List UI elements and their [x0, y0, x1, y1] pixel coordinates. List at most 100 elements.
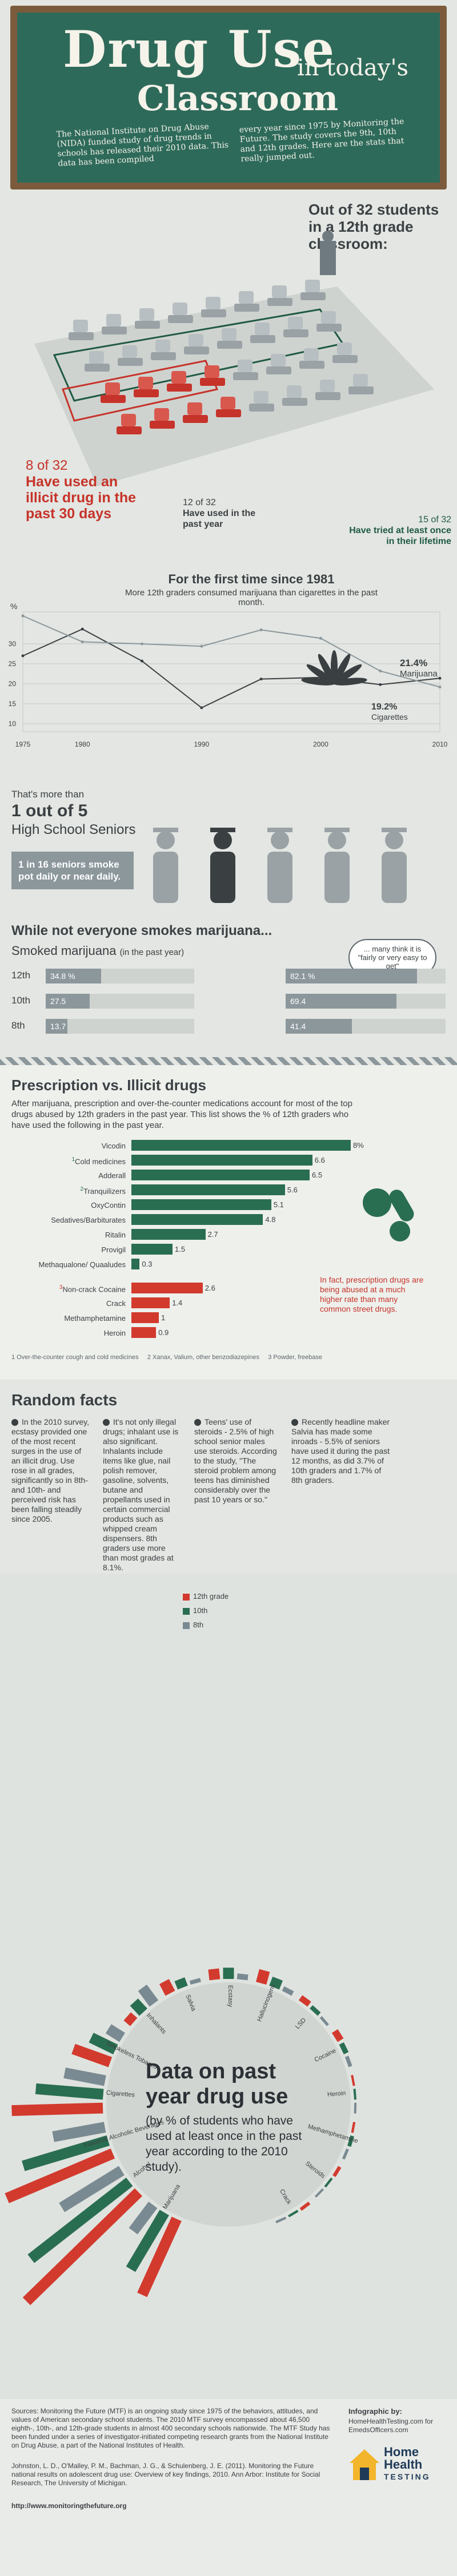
cigarettes-value: 19.2% — [371, 702, 398, 712]
x-tick-label: 1990 — [194, 740, 210, 748]
marijuana-line — [22, 628, 440, 709]
radial-category-label: Heroin — [327, 2090, 346, 2098]
chair — [89, 351, 104, 364]
drug-name: Vicodin — [101, 1142, 126, 1150]
title-line3: Classroom — [137, 79, 339, 119]
desk — [249, 404, 274, 412]
drug-name: Methamphetamine — [64, 1314, 126, 1323]
smoked-subheading-note: (in the past year) — [119, 948, 185, 957]
cigarettes-point — [81, 640, 84, 643]
radial-bar — [319, 2016, 329, 2026]
radial-bar — [351, 2075, 355, 2086]
radial-bar — [331, 2029, 344, 2042]
desk — [101, 395, 126, 403]
fact-salvia-text: Recently headline maker Salvia has made … — [291, 1417, 390, 1485]
footnote2: 2 Xanax, Valium, other benzodiazepines — [147, 1354, 259, 1361]
trend-section: For the first time since 1981 More 12th … — [0, 572, 457, 766]
drug-label: Methaqualone/ Quaaludes — [0, 1260, 126, 1269]
brand-line2: Health — [384, 2457, 423, 2472]
graduation-cap-icon — [324, 828, 350, 832]
stat3: 15 of 32 Have tried at least once in the… — [348, 515, 451, 547]
cigarettes-point — [141, 642, 144, 646]
cigarettes-point — [319, 636, 322, 640]
radial-bar — [339, 2042, 349, 2055]
chair — [106, 314, 121, 326]
chair — [205, 365, 219, 378]
marijuana-value: 21.4% — [400, 658, 428, 668]
radial-bar — [130, 1998, 147, 2016]
desk — [282, 398, 307, 406]
radial-bar — [351, 2122, 356, 2133]
graduation-cap-icon — [153, 828, 178, 832]
marijuana-point — [438, 676, 442, 680]
cigarettes-point — [21, 614, 25, 618]
desk — [168, 315, 193, 323]
drug-name: Crack — [106, 1299, 126, 1308]
footnote1: 1 Over-the-counter cough and cold medici… — [11, 1354, 139, 1361]
footer-citation: Johnston, L. D., O'Malley, P. M., Bachma… — [11, 2462, 320, 2487]
legend-label-8th: 8th — [193, 1620, 204, 1629]
desk — [316, 324, 342, 332]
y-tick-label: 25 — [9, 660, 17, 668]
marijuana-point — [259, 678, 263, 681]
cigarettes-point — [259, 628, 263, 631]
trend-title: For the first time since 1981 — [168, 572, 335, 586]
prescription-note: In fact, prescription drugs are being ab… — [320, 1275, 424, 1313]
drug-bar — [131, 1312, 159, 1323]
drug-value: 2.6 — [205, 1284, 215, 1292]
drug-value: 1.5 — [175, 1245, 186, 1253]
drug-value: 8% — [353, 1141, 364, 1150]
drug-value: 0.9 — [158, 1328, 169, 1337]
footer-url[interactable]: http://www.monitoringthefuture.org — [11, 2502, 127, 2510]
desk — [332, 355, 358, 363]
radial-bar — [282, 1986, 294, 1996]
stat1-number: 8 of 32 — [26, 458, 68, 473]
infographic-url[interactable]: HomeHealthTesting.com for EmedsOfficers.… — [348, 2417, 434, 2434]
radial-hub — [106, 1982, 351, 2227]
stat1-text: Have used an illicit drug in the past 30… — [26, 474, 137, 522]
trend-chart: 10 15 20 25 30 1975 1980 1990 2000 2010 — [9, 611, 448, 748]
chair — [337, 342, 352, 355]
desk — [348, 386, 374, 394]
marijuana-point — [81, 627, 84, 631]
legend-12th: 12th grade — [183, 1592, 268, 1601]
drug-label: 3Non-crack Cocaine — [0, 1284, 126, 1293]
graduate-body — [382, 852, 407, 903]
drug-bar — [131, 1244, 173, 1255]
legend-swatch-10th — [183, 1607, 190, 1615]
radial-section: 12th grade 10th 8th Marijuana Alcohol Flav… — [0, 1574, 457, 2399]
drug-bar — [131, 1259, 140, 1269]
smoked-value: 27.5 — [50, 997, 66, 1006]
easy-value: 82.1 % — [290, 971, 315, 981]
drug-label: 2Tranquilizers — [0, 1186, 126, 1195]
radial-bar — [22, 2135, 110, 2171]
radial-bar — [347, 2135, 354, 2147]
bullet-icon — [11, 1419, 18, 1426]
smoked-track — [46, 1019, 194, 1034]
graduate-figure — [271, 831, 289, 849]
seniors-box: 1 in 16 seniors smoke pot daily or near … — [11, 852, 134, 889]
radial-bar — [27, 2177, 133, 2263]
radial-bar — [137, 2216, 182, 2297]
desk — [167, 384, 192, 392]
legend-label-12th: 12th grade — [193, 1592, 229, 1601]
desk — [201, 309, 226, 317]
drug-bar — [131, 1327, 157, 1338]
drug-name: Adderall — [98, 1171, 126, 1180]
grade-label: 8th — [11, 1020, 25, 1031]
footnote-marker: 2 — [80, 1186, 84, 1192]
footnote3: 3 Powder, freebase — [268, 1354, 323, 1361]
marijuana-point — [379, 683, 382, 686]
smoked-subheading: Smoked marijuana (in the past year) — [11, 944, 184, 958]
header-section: Drug Use in today's Classroom The Nation… — [0, 0, 457, 201]
pill-icon — [360, 1183, 428, 1248]
chair — [122, 345, 137, 358]
radial-bar — [256, 1969, 270, 1985]
drug-name: Non-crack Cocaine — [62, 1285, 126, 1294]
x-tick-label: 1975 — [15, 740, 31, 748]
chair — [138, 377, 153, 389]
trend-subtitle: More 12th graders consumed marijuana tha… — [125, 588, 378, 607]
chair — [320, 380, 335, 392]
desk — [117, 426, 142, 434]
graduate-body — [267, 852, 292, 903]
